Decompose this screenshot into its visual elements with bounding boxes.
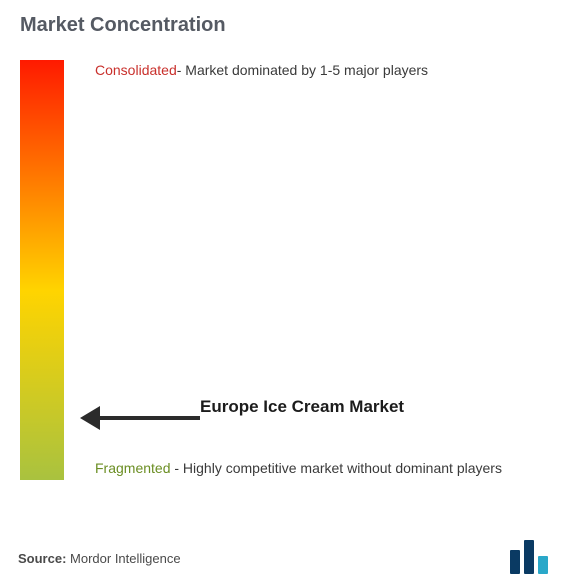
- concentration-gradient-bar: [20, 60, 64, 480]
- fragmented-annotation: Fragmented - Highly competitive market w…: [95, 458, 535, 479]
- arrow-head-icon: [80, 406, 100, 430]
- consolidated-description: - Market dominated by 1-5 major players: [177, 62, 428, 78]
- mordor-logo-icon: [508, 540, 556, 574]
- arrow-shaft: [100, 416, 200, 420]
- source-attribution: Source: Mordor Intelligence: [18, 551, 181, 566]
- market-label: Europe Ice Cream Market: [200, 397, 404, 417]
- consolidated-annotation: Consolidated- Market dominated by 1-5 ma…: [95, 60, 428, 81]
- fragmented-keyword: Fragmented: [95, 460, 170, 476]
- source-value: Mordor Intelligence: [70, 551, 181, 566]
- market-position-arrow: [80, 406, 200, 430]
- source-label: Source:: [18, 551, 66, 566]
- chart-title: Market Concentration: [20, 14, 226, 37]
- fragmented-description: - Highly competitive market without domi…: [170, 460, 501, 476]
- consolidated-keyword: Consolidated: [95, 62, 177, 78]
